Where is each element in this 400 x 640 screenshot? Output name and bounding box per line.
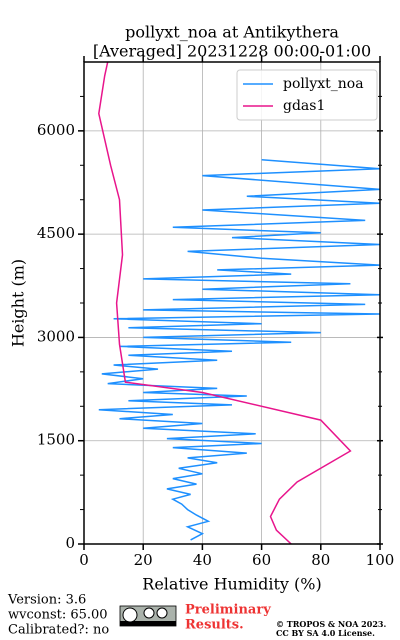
footer-copyright: © TROPOS & NOA 2023. [276,619,386,629]
footer-preliminary: Results. [185,618,244,633]
y-tick-label: 4500 [37,224,75,242]
x-tick-label: 40 [193,551,212,569]
x-axis-label: Relative Humidity (%) [142,575,321,594]
legend-box [236,69,378,121]
footer-preliminary: Preliminary [185,603,271,618]
footer-copyright: CC BY SA 4.0 License. [276,628,375,638]
data-line [98,62,352,544]
x-tick-label: 80 [311,551,330,569]
chart-subtitle: [Averaged] 20231228 00:00-01:00 [93,42,371,61]
legend-label: gdas1 [283,98,325,114]
y-tick-label: 0 [65,534,75,552]
x-tick-label: 100 [366,551,395,569]
y-tick-label: 6000 [37,121,75,139]
plot-frame [83,61,381,545]
x-tick-label: 60 [252,551,271,569]
plot-lines [98,62,380,544]
footer-version: Version: 3.6 [7,593,86,608]
footer-wvconst: wvconst: 65.00 [8,608,108,623]
x-tick-label: 0 [79,551,89,569]
cc-badge [119,605,177,627]
footer-calibrated: Calibrated?: no [8,623,109,638]
y-tick-label: 3000 [37,327,75,345]
chart-title: pollyxt_noa at Antikythera [125,23,339,42]
data-line [98,159,380,541]
y-axis-label: Height (m) [9,259,28,347]
legend-label: pollyxt_noa [283,76,364,92]
x-tick-label: 20 [134,551,153,569]
y-tick-label: 1500 [37,431,75,449]
